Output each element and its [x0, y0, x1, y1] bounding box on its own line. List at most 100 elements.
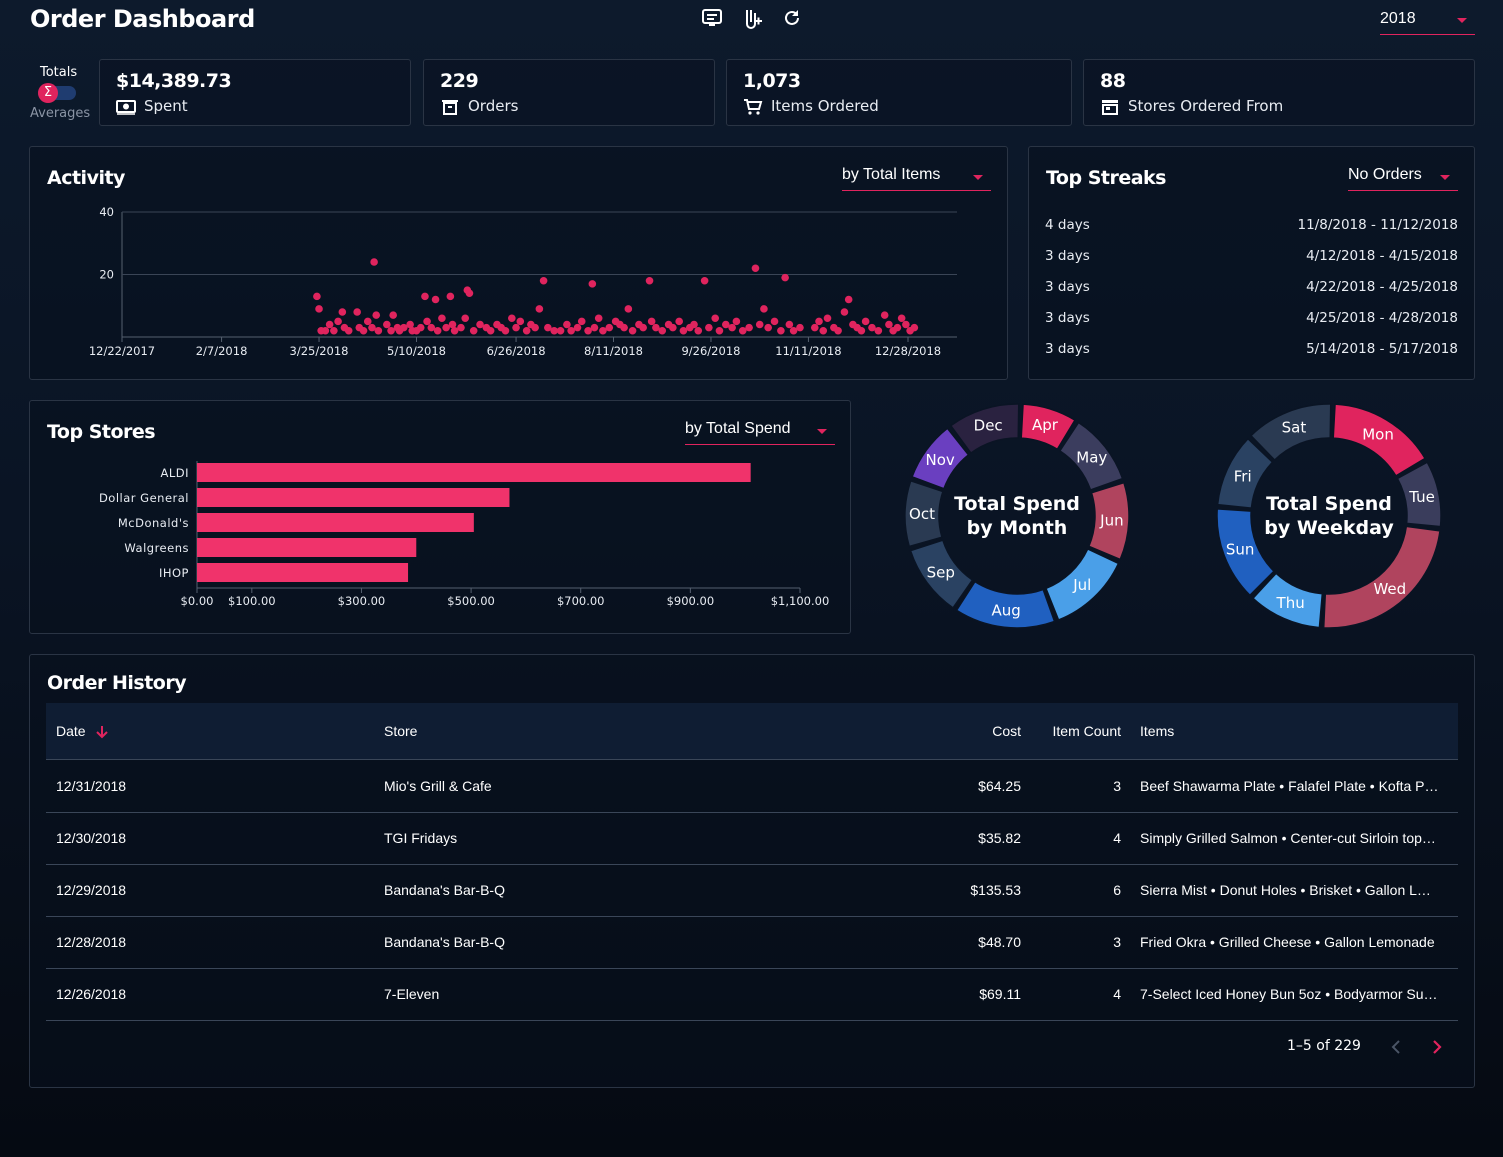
- activity-point: [399, 323, 408, 332]
- streak-length: 3 days: [1045, 341, 1090, 357]
- column-items[interactable]: Items: [1140, 723, 1175, 739]
- activity-point: [325, 320, 334, 329]
- store-bar: [197, 488, 510, 507]
- stat-card-spent: $14,389.73 Spent: [99, 59, 411, 126]
- activity-point: [669, 323, 677, 332]
- receipt-icon[interactable]: [701, 8, 723, 28]
- activity-metric-select[interactable]: by Total Items: [842, 163, 991, 191]
- store-label: Dollar General: [99, 491, 189, 505]
- activity-point: [539, 276, 548, 285]
- activity-point: [652, 323, 660, 332]
- table-row[interactable]: 12/29/2018 Bandana's Bar-B-Q $135.53 6 S…: [46, 864, 1458, 917]
- streak-row: 4 days 11/8/2018 - 11/12/2018: [1045, 217, 1458, 237]
- activity-point: [711, 314, 720, 323]
- cell-store: Bandana's Bar-B-Q: [384, 882, 505, 898]
- x-tick-label: 5/10/2018: [387, 344, 446, 358]
- donut-segment: [1250, 403, 1332, 461]
- activity-title: Activity: [47, 167, 125, 189]
- activity-point: [577, 317, 586, 326]
- activity-point: [374, 326, 383, 335]
- cell-count: 3: [1113, 778, 1121, 794]
- column-item-count[interactable]: Item Count: [1052, 723, 1121, 739]
- activity-point: [738, 326, 747, 335]
- streak-length: 4 days: [1045, 217, 1090, 233]
- activity-point: [416, 323, 425, 332]
- activity-point: [359, 326, 368, 335]
- refresh-icon[interactable]: [782, 8, 802, 28]
- activity-point: [647, 317, 656, 326]
- cell-items: Sierra Mist • Donut Holes • Brisket • Ga…: [1140, 882, 1431, 898]
- activity-point: [535, 305, 544, 313]
- activity-point: [448, 320, 457, 329]
- donut-segment-label: Dec: [974, 416, 1003, 434]
- activity-point: [897, 314, 906, 323]
- activity-point: [620, 323, 628, 332]
- donut-segment-label: Tue: [1408, 488, 1435, 506]
- activity-point: [427, 323, 436, 332]
- table-row[interactable]: 12/30/2018 TGI Fridays $35.82 4 Simply G…: [46, 812, 1458, 865]
- cell-count: 3: [1113, 934, 1121, 950]
- stat-card-items: 1,073 Items Ordered: [726, 59, 1072, 126]
- activity-point: [584, 326, 592, 335]
- cell-cost: $64.25: [978, 778, 1021, 794]
- x-tick-label: $900.00: [667, 594, 715, 608]
- donut-segment: [1045, 548, 1120, 621]
- store-bar: [197, 463, 751, 482]
- top-stores-select[interactable]: by Total Spend: [685, 417, 835, 445]
- activity-point: [639, 323, 647, 332]
- column-date[interactable]: Date: [56, 703, 109, 759]
- activity-point: [330, 326, 338, 335]
- streak-range: 4/22/2018 - 4/25/2018: [1306, 279, 1458, 295]
- activity-point: [370, 258, 378, 266]
- streaks-panel: Top Streaks No Orders 4 days 11/8/2018 - …: [1028, 146, 1475, 380]
- averages-label: Averages: [30, 106, 91, 121]
- activity-point: [486, 326, 495, 335]
- cell-count: 4: [1113, 830, 1121, 846]
- activity-point: [421, 292, 429, 301]
- activity-point: [567, 326, 575, 335]
- chevron-down-icon: [973, 175, 983, 180]
- table-row[interactable]: 12/26/2018 7-Eleven $69.11 4 7-Select Ic…: [46, 968, 1458, 1021]
- activity-point: [861, 317, 870, 326]
- clipboard-add-icon[interactable]: [743, 7, 763, 29]
- activity-point: [834, 326, 842, 335]
- donut-segment-label: Apr: [1032, 416, 1059, 434]
- activity-point: [658, 326, 667, 335]
- streaks-title: Top Streaks: [1046, 167, 1167, 189]
- activity-point: [469, 326, 478, 335]
- column-cost[interactable]: Cost: [992, 723, 1021, 739]
- chevron-down-icon: [1457, 18, 1467, 23]
- top-stores-panel: Top Stores by Total Spend ALDI Dollar Gen…: [29, 400, 851, 634]
- streak-range: 4/25/2018 - 4/28/2018: [1306, 310, 1458, 326]
- table-row[interactable]: 12/28/2018 Bandana's Bar-B-Q $48.70 3 Fr…: [46, 916, 1458, 969]
- donut-segment-label: Jun: [1099, 512, 1123, 530]
- prev-page-button[interactable]: [1388, 1037, 1406, 1057]
- activity-point: [363, 317, 372, 326]
- activity-point: [755, 320, 764, 329]
- activity-point: [722, 320, 730, 329]
- activity-point: [433, 326, 442, 335]
- donut-segment-label: Fri: [1234, 467, 1252, 485]
- activity-point: [594, 314, 603, 323]
- streaks-select[interactable]: No Orders: [1348, 163, 1458, 191]
- table-row[interactable]: 12/31/2018 Mio's Grill & Cafe $64.25 3 B…: [46, 760, 1458, 813]
- totals-averages-toggle[interactable]: Σ: [38, 83, 76, 103]
- column-date-label: Date: [56, 723, 86, 739]
- cell-items: Simply Grilled Salmon • Center-cut Sirlo…: [1140, 830, 1436, 846]
- activity-point: [880, 311, 889, 319]
- activity-point: [446, 292, 455, 301]
- activity-point: [690, 320, 698, 329]
- activity-point: [476, 320, 484, 329]
- next-page-button[interactable]: [1428, 1037, 1446, 1057]
- year-select[interactable]: 2018: [1380, 6, 1475, 35]
- column-store[interactable]: Store: [384, 723, 418, 739]
- top-stores-chart: ALDI Dollar General McDonald's Walgreens IHO…: [99, 461, 829, 608]
- activity-point: [844, 295, 853, 304]
- activity-point: [573, 323, 582, 332]
- box-icon: [440, 98, 460, 116]
- activity-point: [544, 323, 552, 332]
- cell-store: Bandana's Bar-B-Q: [384, 934, 505, 950]
- cell-date: 12/26/2018: [56, 986, 127, 1002]
- activity-point: [387, 326, 395, 335]
